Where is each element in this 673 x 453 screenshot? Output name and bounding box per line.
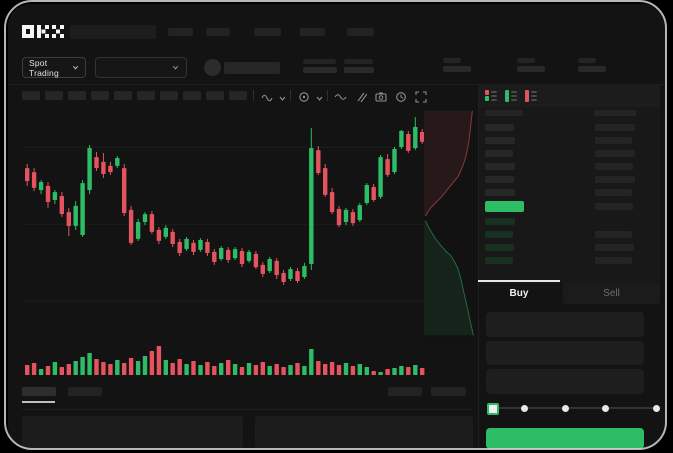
slider-step-dot[interactable]	[652, 405, 660, 412]
timeframe-button[interactable]	[45, 91, 63, 100]
stat-label-placeholder	[517, 58, 535, 63]
sell-tab-bg	[563, 283, 660, 304]
order-book	[479, 85, 660, 283]
market-type-selector[interactable]: Spot Trading	[22, 57, 86, 78]
ask-amount-placeholder	[595, 189, 632, 196]
timeframe-button[interactable]	[91, 91, 109, 100]
bid-price-placeholder[interactable]	[485, 218, 515, 225]
orders-filter[interactable]	[431, 387, 466, 396]
slider-step-dot[interactable]	[601, 405, 609, 412]
book-header-amount	[594, 110, 636, 116]
chevron-down-icon[interactable]	[313, 92, 326, 105]
last-price-amount	[595, 203, 633, 210]
pair-avatar[interactable]	[204, 59, 221, 76]
price-placeholder	[303, 67, 337, 73]
ask-amount-placeholder	[595, 137, 632, 144]
stat-label-placeholder	[443, 58, 461, 63]
timeframe-button[interactable]	[206, 91, 224, 100]
compare-icon[interactable]	[354, 90, 367, 103]
line-style-icon[interactable]	[334, 90, 347, 103]
change-placeholder	[344, 59, 373, 64]
stat-value-placeholder	[578, 66, 606, 72]
slider-step-dot[interactable]	[520, 405, 528, 412]
ask-amount-placeholder	[595, 150, 635, 157]
indicator-wave-icon[interactable]	[260, 90, 273, 103]
orders-table-placeholder	[22, 416, 243, 449]
ask-price-placeholder[interactable]	[485, 137, 515, 144]
bid-amount-placeholder	[595, 257, 632, 264]
ask-amount-placeholder	[595, 124, 635, 131]
book-header-price	[485, 110, 523, 116]
okx-logo[interactable]	[22, 24, 64, 39]
depth-chart[interactable]	[424, 106, 479, 340]
orders-table-placeholder	[255, 416, 473, 449]
orders-tab-indicator	[22, 401, 55, 403]
history-clock-icon[interactable]	[394, 90, 407, 103]
volume-chart	[22, 342, 426, 376]
orders-tab-active[interactable]	[22, 387, 56, 396]
slider-handle[interactable]	[487, 403, 499, 415]
ask-amount-placeholder	[595, 176, 635, 183]
bid-price-placeholder[interactable]	[485, 244, 514, 251]
ask-price-placeholder[interactable]	[485, 176, 514, 183]
candlestick-chart[interactable]	[22, 106, 426, 340]
bid-amount-placeholder	[595, 244, 634, 251]
fullscreen-icon[interactable]	[414, 90, 427, 103]
logo-adjacent-placeholder	[70, 25, 156, 39]
book-combined-icon[interactable]	[485, 90, 497, 102]
orders-tab[interactable]	[68, 387, 102, 396]
timeframe-button[interactable]	[160, 91, 178, 100]
chevron-down-icon	[72, 65, 79, 70]
change-placeholder	[344, 67, 374, 73]
price-input[interactable]	[486, 312, 644, 337]
ask-price-placeholder[interactable]	[485, 189, 515, 196]
bid-price-placeholder[interactable]	[485, 257, 513, 264]
nav-item-placeholder[interactable]	[254, 28, 281, 36]
book-bids-icon[interactable]	[505, 90, 517, 102]
tab-buy[interactable]: Buy	[509, 287, 529, 299]
tab-sell[interactable]: Sell	[603, 287, 620, 299]
pair-name-placeholder	[224, 62, 280, 74]
timeframe-button[interactable]	[22, 91, 40, 100]
orders-filter[interactable]	[388, 387, 422, 396]
price-placeholder	[303, 59, 336, 64]
stat-label-placeholder	[578, 58, 596, 63]
total-input[interactable]	[486, 369, 644, 394]
nav-item-placeholder[interactable]	[168, 28, 193, 36]
ask-price-placeholder[interactable]	[485, 124, 514, 131]
camera-icon[interactable]	[374, 90, 387, 103]
timeframe-button[interactable]	[114, 91, 132, 100]
chevron-down-icon	[172, 65, 179, 70]
nav-item-placeholder[interactable]	[347, 28, 374, 36]
chevron-down-icon[interactable]	[276, 92, 289, 105]
active-tab-indicator	[478, 280, 560, 282]
stat-value-placeholder	[517, 66, 545, 72]
nav-item-placeholder[interactable]	[300, 28, 325, 36]
timeframe-button[interactable]	[229, 91, 247, 100]
slider-step-dot[interactable]	[561, 405, 569, 412]
bid-amount-placeholder	[595, 231, 632, 238]
amount-input[interactable]	[486, 341, 644, 365]
candle-style-icon[interactable]	[297, 90, 310, 103]
last-price-bar[interactable]	[485, 201, 524, 212]
buy-submit-button[interactable]	[486, 428, 644, 449]
stat-value-placeholder	[443, 66, 471, 72]
ask-amount-placeholder	[595, 163, 633, 170]
amount-slider-track[interactable]	[490, 407, 657, 409]
market-type-label: Spot Trading	[29, 57, 59, 78]
ask-price-placeholder[interactable]	[485, 163, 515, 170]
bid-price-placeholder[interactable]	[485, 231, 513, 238]
timeframe-button[interactable]	[137, 91, 155, 100]
app-screen: Spot Trading	[8, 4, 665, 449]
timeframe-button[interactable]	[68, 91, 86, 100]
pair-selector-dropdown[interactable]	[95, 57, 187, 78]
book-view-toolbar	[479, 85, 660, 107]
book-asks-icon[interactable]	[525, 90, 537, 102]
timeframe-button[interactable]	[183, 91, 201, 100]
ask-price-placeholder[interactable]	[485, 150, 513, 157]
nav-item-placeholder[interactable]	[206, 28, 230, 36]
